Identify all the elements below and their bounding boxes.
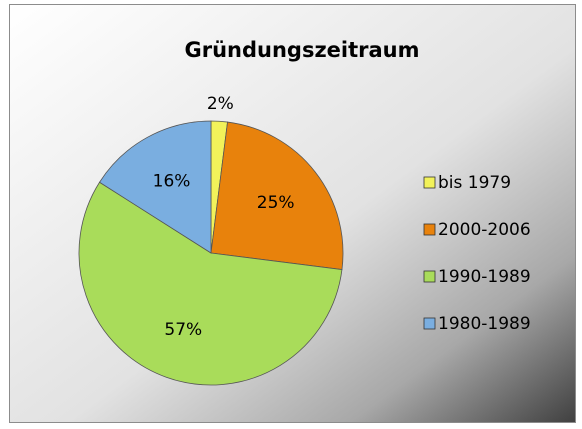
data-label: 25% — [257, 193, 295, 213]
legend-swatch — [423, 270, 436, 283]
pie-slice — [98, 120, 212, 254]
data-label: 16% — [153, 171, 191, 191]
legend-swatch — [423, 317, 436, 330]
legend-swatch — [423, 176, 436, 189]
data-label: 2% — [207, 94, 234, 114]
legend-label: 1990-1989 — [438, 267, 531, 287]
data-label: 57% — [164, 320, 202, 340]
legend-label: bis 1979 — [438, 173, 511, 193]
pie-slice — [78, 181, 343, 386]
legend-label: 1980-1989 — [438, 314, 531, 334]
legend-swatch — [423, 223, 436, 236]
legend-label: 2000-2006 — [438, 220, 531, 240]
pie-slice — [210, 121, 344, 270]
chart-title: Gründungszeitraum — [184, 38, 419, 62]
